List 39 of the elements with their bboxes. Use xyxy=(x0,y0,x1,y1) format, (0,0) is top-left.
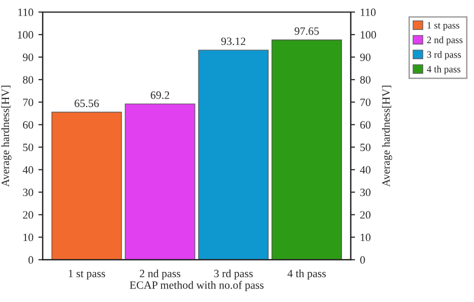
data-label: 93.12 xyxy=(221,38,246,46)
y2-tick-label: 40 xyxy=(360,166,370,174)
legend-label: 4 th pass xyxy=(426,66,460,74)
y2-tick-label: 60 xyxy=(360,121,370,129)
data-label: 97.65 xyxy=(294,27,319,35)
data-label: 69.2 xyxy=(150,91,170,99)
y-tick-label: 70 xyxy=(23,98,34,106)
y-tick-label: 60 xyxy=(23,121,34,129)
y2-axis-title: Average hardness[HV] xyxy=(382,86,392,187)
x-tick-label: 1 st pass xyxy=(68,270,106,280)
x-tick-label: 2 nd pass xyxy=(140,269,180,280)
y-tick-label: 30 xyxy=(23,188,34,196)
y-tick-label: 90 xyxy=(22,54,34,62)
y2-tick-label: 70 xyxy=(360,98,370,106)
legend-label: 1 st pass xyxy=(428,22,460,31)
y-tick-label: 100 xyxy=(18,31,34,39)
y-tick-label: 50 xyxy=(23,144,34,152)
y-axis-title: Average hardness[HV] xyxy=(1,86,12,187)
x-tick-label: 4 th pass xyxy=(288,269,326,280)
y2-tick-label: 10 xyxy=(360,234,370,242)
x-axis-title: ECAP method with no.of pass xyxy=(130,280,264,292)
y-tick-label: 20 xyxy=(23,211,34,219)
legend-label: 2 nd pass xyxy=(427,36,463,46)
y-tick-label: 40 xyxy=(22,166,34,174)
y2-tick-label: 30 xyxy=(360,188,370,196)
x-tick-label: 3 rd pass xyxy=(214,269,253,280)
y-tick-label: 80 xyxy=(22,76,34,84)
y-tick-label: 110 xyxy=(18,8,34,16)
y2-tick-label: 110 xyxy=(360,8,376,16)
y2-tick-label: 0 xyxy=(360,256,365,264)
y2-tick-label: 100 xyxy=(360,31,376,39)
y2-tick-label: 20 xyxy=(360,211,370,219)
y2-tick-label: 50 xyxy=(360,144,370,152)
legend-label: 3 rd pass xyxy=(427,50,461,60)
y-tick-label: 0 xyxy=(28,256,34,264)
y-tick-label: 10 xyxy=(24,234,34,242)
data-label: 65.56 xyxy=(74,100,99,108)
y2-tick-label: 90 xyxy=(360,54,370,62)
y2-tick-label: 80 xyxy=(360,76,370,84)
